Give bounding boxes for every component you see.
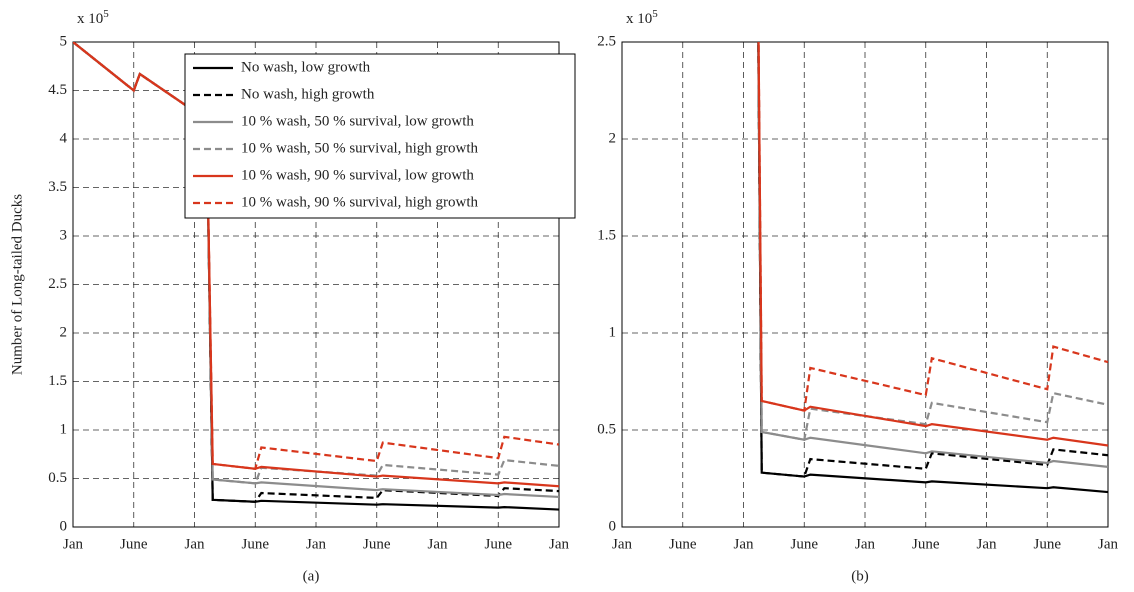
x-tick-label: Jan — [306, 536, 326, 552]
y-tick-label: 2.5 — [597, 33, 616, 49]
caption: (a) — [303, 568, 320, 584]
x-tick-label: June — [791, 536, 819, 552]
y-tick-label: 2.5 — [48, 276, 67, 292]
y-tick-label: 3.5 — [48, 179, 67, 195]
multiplier-base: x 10 — [626, 11, 652, 27]
series-line — [757, 42, 1108, 494]
plot-frame — [72, 41, 560, 528]
x-tick-label: Jan — [185, 536, 205, 552]
y-tick-label: 0 — [60, 518, 68, 534]
x-tick-label: June — [485, 536, 513, 552]
legend-label: No wash, high growth — [241, 86, 375, 102]
y-tick-label: 5 — [60, 33, 68, 49]
x-tick-label: June — [1034, 536, 1062, 552]
multiplier-base: x 10 — [77, 11, 103, 27]
x-tick-label: Jan — [612, 536, 632, 552]
series-line — [757, 42, 1108, 468]
series-line — [757, 42, 1108, 447]
legend-label: 10 % wash, 90 % survival, low growth — [241, 167, 474, 183]
lines — [73, 42, 559, 511]
x-tick-label: June — [363, 536, 391, 552]
legend-label: 10 % wash, 90 % survival, high growth — [241, 194, 479, 210]
series-line — [73, 42, 559, 470]
axes: 0 0.5 1 1.5 2 2.5 Jan June Jan June Jan June Jan June… — [597, 8, 1118, 585]
x-tick-label: Jan — [855, 536, 875, 552]
y-tick-label: 4.5 — [48, 82, 67, 98]
y-tick-label: 0.5 — [48, 470, 67, 486]
y-tick-label: 0 — [609, 518, 617, 534]
series-line — [757, 42, 1108, 441]
x-tick-label: Jan — [63, 536, 83, 552]
x-tick-label: June — [242, 536, 270, 552]
series-line — [757, 42, 1108, 412]
y-multiplier: x 105 — [77, 8, 109, 28]
legend-label: No wash, low growth — [241, 59, 371, 75]
y-tick-label: 1 — [60, 421, 68, 437]
plot-frame — [621, 41, 1109, 528]
x-tick-label: June — [912, 536, 940, 552]
y-tick-label: 1 — [609, 324, 617, 340]
x-tick-label: June — [669, 536, 697, 552]
y-multiplier: x 105 — [626, 8, 658, 28]
legend-label: 10 % wash, 50 % survival, high growth — [241, 140, 479, 156]
lines — [757, 42, 1108, 494]
y-tick-label: 1.5 — [48, 373, 67, 389]
y-tick-label: 2 — [60, 324, 68, 340]
y-tick-label: 4 — [60, 130, 68, 146]
legend: No wash, low growth No wash, high growth 1… — [184, 53, 576, 219]
y-tick-label: 2 — [609, 130, 617, 146]
x-tick-label: Jan — [428, 536, 448, 552]
multiplier-exponent: 5 — [652, 8, 658, 20]
legend-label: 10 % wash, 50 % survival, low growth — [241, 113, 474, 129]
caption: (b) — [851, 568, 869, 584]
multiplier-exponent: 5 — [103, 8, 109, 20]
x-tick-label: June — [120, 536, 148, 552]
y-tick-label: 3 — [60, 227, 68, 243]
y-tick-label: 0.5 — [597, 421, 616, 437]
y-tick-label: 1.5 — [597, 227, 616, 243]
x-tick-label: Jan — [549, 536, 569, 552]
x-tick-label: Jan — [977, 536, 997, 552]
x-tick-label: Jan — [734, 536, 754, 552]
legend-box — [184, 53, 576, 219]
y-axis-label: Number of Long-tailed Ducks — [9, 194, 25, 375]
x-tick-label: Jan — [1098, 536, 1118, 552]
